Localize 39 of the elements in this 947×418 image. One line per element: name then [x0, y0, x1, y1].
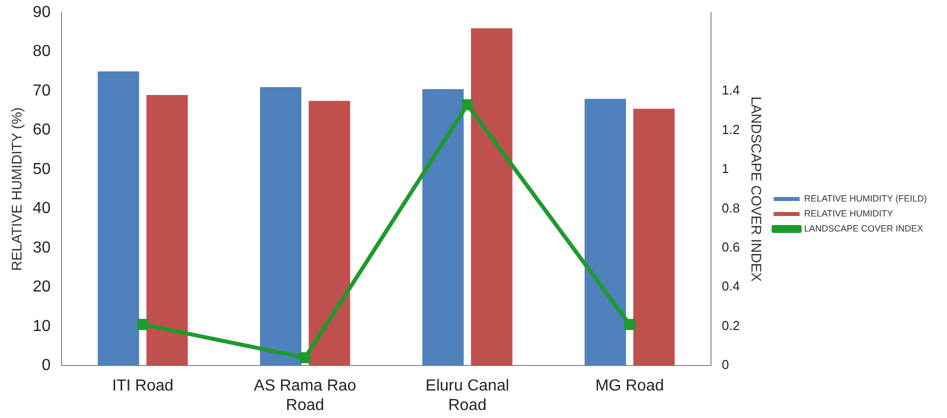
- point: [624, 318, 636, 330]
- legend-label: RELATIVE HUMIDITY (FEILD): [804, 193, 927, 204]
- y-tick-label: 50: [32, 160, 51, 178]
- bar: [422, 89, 464, 366]
- y2-tick-label: 0: [722, 357, 730, 372]
- point: [300, 352, 311, 364]
- y-tick-label: 40: [32, 200, 51, 218]
- y-axis-title: RELATIVE HUMIDITY (%): [8, 107, 24, 271]
- y2-tick-label: 0.8: [722, 200, 740, 216]
- x-tick-label: AS Rama Rao Road: [254, 378, 356, 414]
- y2-tick-label: 1.4: [722, 82, 740, 98]
- point: [137, 318, 148, 330]
- y-tick-label: 70: [32, 82, 51, 100]
- y2-tick-label: 0.2: [722, 318, 740, 333]
- y2-tick-label: 1.2: [722, 122, 740, 137]
- y2-axis-title: LANDSCAPE COVER INDEX: [748, 96, 764, 282]
- y-tick-label: 0: [42, 357, 51, 374]
- y-tick-label: 30: [32, 239, 51, 256]
- bar: [308, 100, 350, 366]
- y-tick-label: 90: [32, 4, 51, 22]
- legend-label: LANDSCAPE COVER INDEX: [804, 223, 924, 234]
- x-tick-label: MG Road: [595, 378, 664, 395]
- legend-label: RELATIVE HUMIDITY: [804, 208, 894, 218]
- x-tick-label: ITI Road: [112, 378, 174, 395]
- y-tick-label: 80: [32, 43, 51, 60]
- bar: [260, 87, 302, 366]
- bar: [98, 71, 140, 366]
- bar: [146, 94, 188, 366]
- bar: [470, 28, 512, 366]
- bar: [633, 108, 675, 366]
- x-tick-label: Eluru Canal Road: [426, 378, 510, 414]
- y2-tick-label: 0.6: [722, 240, 740, 255]
- y-tick-label: 10: [32, 318, 51, 335]
- y-tick-label: 20: [32, 278, 51, 296]
- y2-tick-label: 1: [722, 161, 730, 176]
- point: [462, 99, 473, 110]
- y-tick-label: 60: [32, 122, 51, 139]
- bar: [584, 98, 626, 366]
- y2-tick-label: 0.4: [722, 278, 740, 294]
